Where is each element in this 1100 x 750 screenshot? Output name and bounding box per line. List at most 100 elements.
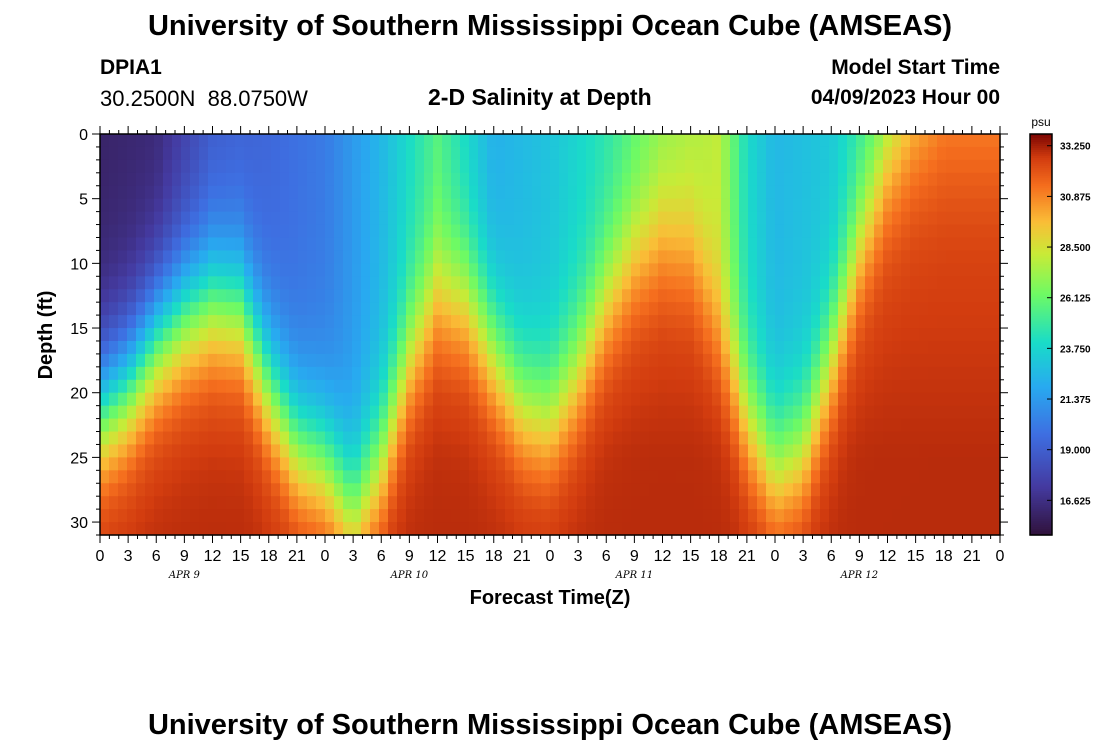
heatmap-cell (262, 340, 272, 355)
heatmap-cell (100, 353, 110, 368)
heatmap-cell (496, 146, 506, 161)
heatmap-cell (892, 483, 902, 497)
heatmap-cell (865, 159, 875, 174)
heatmap-cell (748, 289, 758, 303)
colorbar-tick-label: 23.750 (1060, 344, 1091, 355)
heatmap-cell (352, 431, 362, 446)
heatmap-cell (523, 392, 533, 407)
heatmap-cell (190, 237, 200, 252)
heatmap-cell (487, 392, 497, 407)
heatmap-cell (298, 353, 308, 368)
heatmap-cell (784, 263, 794, 277)
colorbar-segment (1030, 170, 1052, 173)
colorbar-segment (1030, 356, 1052, 360)
heatmap-cell (478, 289, 488, 303)
heatmap-cell (388, 340, 398, 355)
heatmap-cell (559, 289, 569, 303)
heatmap-cell (532, 457, 542, 471)
colorbar-tick-label: 16.625 (1060, 496, 1091, 507)
heatmap-cell (892, 263, 902, 277)
heatmap-cell (910, 211, 920, 226)
colorbar-segment (1030, 196, 1052, 199)
heatmap-cell (496, 328, 506, 342)
heatmap-cell (343, 405, 353, 420)
heatmap-cell (451, 444, 461, 458)
heatmap-cell (883, 134, 893, 148)
heatmap-cell (352, 302, 362, 316)
heatmap-cell (568, 263, 578, 277)
heatmap-cell (793, 444, 803, 458)
colorbar-segment (1030, 442, 1052, 446)
heatmap-cell (784, 457, 794, 471)
heatmap-cell (766, 276, 776, 290)
heatmap-cell (388, 159, 398, 174)
heatmap-cell (865, 431, 875, 446)
heatmap-cell (910, 302, 920, 316)
heatmap-cell (694, 134, 704, 148)
heatmap-cell (478, 237, 488, 252)
heatmap-cell (352, 457, 362, 471)
heatmap-cell (730, 276, 740, 290)
heatmap-cell (703, 134, 713, 148)
heatmap-cell (271, 431, 281, 446)
heatmap-cell (172, 224, 182, 239)
heatmap-cell (838, 237, 848, 252)
heatmap-cell (946, 340, 956, 355)
heatmap-cell (640, 237, 650, 252)
heatmap-cell (172, 134, 182, 148)
heatmap-cell (757, 483, 767, 497)
heatmap-cell (748, 328, 758, 342)
heatmap-cell (325, 198, 335, 213)
heatmap-cell (901, 366, 911, 381)
heatmap-cell (289, 340, 299, 355)
heatmap-cell (127, 353, 137, 368)
heatmap-cell (640, 431, 650, 446)
heatmap-cell (469, 392, 479, 407)
heatmap-cell (955, 250, 965, 264)
heatmap-cell (847, 509, 857, 523)
colorbar-segment (1030, 284, 1052, 287)
heatmap-cell (586, 198, 596, 213)
heatmap-cell (307, 224, 317, 239)
heatmap-cell (541, 328, 551, 342)
heatmap-cell (856, 172, 866, 187)
colorbar-segment (1030, 504, 1052, 508)
heatmap-cell (838, 315, 848, 329)
heatmap-cell (280, 289, 290, 303)
heatmap-cell (406, 134, 416, 148)
heatmap-cell (874, 134, 884, 148)
heatmap-cell (244, 146, 254, 161)
heatmap-cell (208, 509, 218, 523)
heatmap-cell (532, 289, 542, 303)
heatmap-cell (271, 340, 281, 355)
heatmap-cell (955, 366, 965, 381)
colorbar-segment (1030, 206, 1052, 209)
heatmap-cell (991, 146, 1001, 161)
heatmap-cell (757, 211, 767, 226)
heatmap-cell (379, 509, 389, 523)
heatmap-cell (676, 134, 686, 148)
heatmap-cell (235, 302, 245, 316)
heatmap-cell (712, 379, 722, 394)
heatmap-cell (595, 366, 605, 381)
heatmap-cell (802, 353, 812, 368)
heatmap-cell (154, 159, 164, 174)
heatmap-cell (955, 444, 965, 458)
heatmap-cell (298, 405, 308, 420)
heatmap-cell (406, 250, 416, 264)
heatmap-cell (181, 134, 191, 148)
heatmap-cell (361, 134, 371, 148)
heatmap-cell (694, 444, 704, 458)
heatmap-cell (748, 263, 758, 277)
colorbar-segment (1030, 300, 1052, 304)
heatmap-cell (793, 302, 803, 316)
heatmap-cell (514, 353, 524, 368)
heatmap-cell (469, 302, 479, 316)
heatmap-cell (118, 159, 128, 174)
colorbar-segment (1030, 190, 1052, 193)
heatmap-cell (442, 340, 452, 355)
heatmap-cell (100, 289, 110, 303)
heatmap-cell (460, 315, 470, 329)
heatmap-cell (973, 185, 983, 200)
heatmap-cell (109, 366, 119, 381)
